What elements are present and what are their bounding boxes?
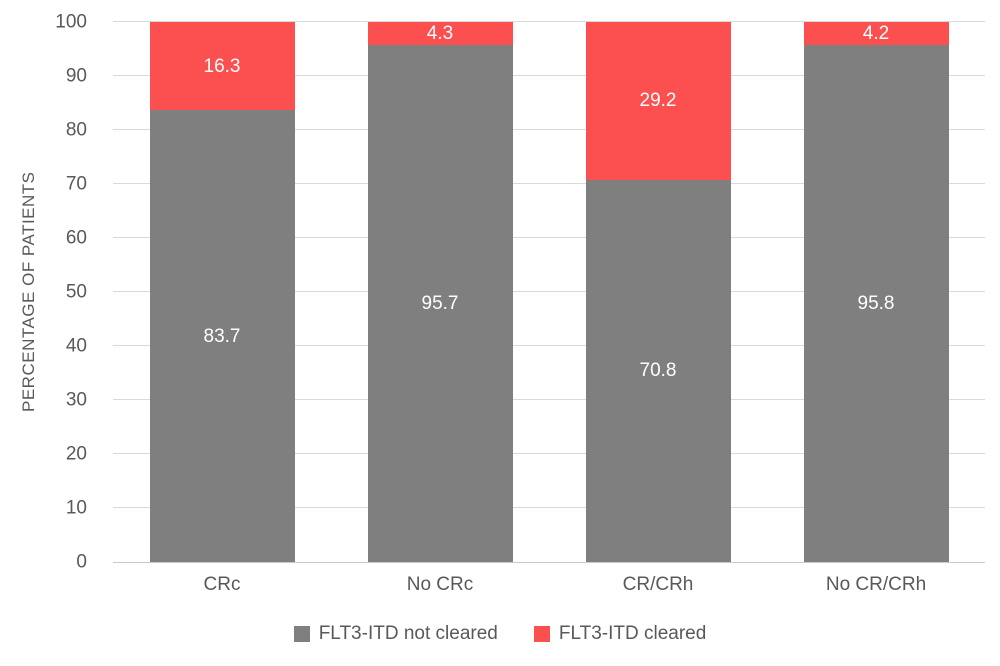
legend-label: FLT3-ITD not cleared: [318, 623, 498, 644]
y-tick-label: 40: [65, 335, 87, 357]
gridline: [113, 507, 985, 508]
legend-swatch-icon: [293, 626, 310, 642]
gridline: [113, 75, 985, 76]
gridline: [113, 183, 985, 184]
x-axis-labels: CRc No CRc CR/CRh No CR/CRh: [113, 574, 985, 596]
bar-group-no-cr-crh: 95.8 4.2: [767, 22, 985, 562]
y-tick-label: 10: [65, 497, 87, 519]
y-tick-label: 100: [55, 11, 87, 33]
y-tick-label: 60: [65, 227, 87, 249]
stacked-bar-no-cr-crh: 95.8 4.2: [803, 22, 949, 562]
gridline: [113, 21, 985, 22]
bar-segment-flt3-itd-cleared: 4.3: [367, 22, 513, 46]
x-category-label: CRc: [203, 574, 241, 595]
bar-value-label: 95.8: [857, 292, 895, 314]
stacked-bar-no-crc: 95.7 4.3: [367, 22, 513, 562]
y-tick-label: 20: [65, 443, 87, 465]
gridline: [113, 453, 985, 454]
bar-value-label: 29.2: [639, 90, 677, 112]
x-category-label: No CR/CRh: [825, 574, 927, 595]
bar-value-label: 70.8: [639, 360, 677, 382]
gridline: [113, 237, 985, 238]
y-tick-label: 30: [65, 389, 87, 411]
y-tick-label: 90: [65, 65, 87, 87]
bar-segment-flt3-itd-not-cleared: 95.8: [803, 44, 949, 562]
gridlines: [113, 21, 985, 562]
legend-item-flt3-itd-cleared: FLT3-ITD cleared: [533, 623, 707, 645]
gridline: [113, 345, 985, 346]
bar-segment-flt3-itd-cleared: 29.2: [585, 22, 731, 180]
y-tick-label: 70: [65, 173, 87, 195]
bar-group-no-crc: 95.7 4.3: [331, 22, 549, 562]
bar-segment-flt3-itd-not-cleared: 70.8: [585, 179, 731, 562]
y-axis-ticks: 0 10 20 30 40 50 60 70 80 90 100: [0, 13, 101, 572]
bar-value-label: 83.7: [203, 325, 241, 347]
gridline: [113, 129, 985, 130]
y-tick-label: 80: [65, 119, 87, 141]
bar-value-label: 95.7: [421, 293, 459, 315]
legend-swatch-icon: [533, 626, 550, 642]
bar-segment-flt3-itd-not-cleared: 83.7: [149, 110, 295, 562]
bar-segment-flt3-itd-cleared: 4.2: [803, 22, 949, 45]
bar-value-label: 4.3: [426, 23, 454, 45]
legend-item-flt3-itd-not-cleared: FLT3-ITD not cleared: [293, 623, 498, 645]
x-category-label: CR/CRh: [622, 574, 694, 595]
legend: FLT3-ITD not cleared FLT3-ITD cleared: [0, 623, 1000, 645]
legend-label: FLT3-ITD cleared: [558, 623, 707, 644]
bar-value-label: 16.3: [203, 55, 241, 77]
bar-value-label: 4.2: [862, 22, 890, 44]
y-tick-label: 0: [76, 551, 87, 573]
stacked-bar-cr-crh: 70.8 29.2: [585, 22, 731, 562]
bars-row: 83.7 16.3 95.7 4.3 70.8 29.2 95.8 4.2: [113, 22, 985, 562]
bar-segment-flt3-itd-cleared: 16.3: [149, 22, 295, 111]
stacked-bar-crc: 83.7 16.3: [149, 22, 295, 562]
bar-group-crc: 83.7 16.3: [113, 22, 331, 562]
plot-area: 83.7 16.3 95.7 4.3 70.8 29.2 95.8 4.2: [113, 21, 985, 563]
bar-segment-flt3-itd-not-cleared: 95.7: [367, 45, 513, 562]
gridline: [113, 399, 985, 400]
bar-group-cr-crh: 70.8 29.2: [549, 22, 767, 562]
x-category-label: No CRc: [406, 574, 474, 595]
gridline: [113, 291, 985, 292]
y-tick-label: 50: [65, 281, 87, 303]
